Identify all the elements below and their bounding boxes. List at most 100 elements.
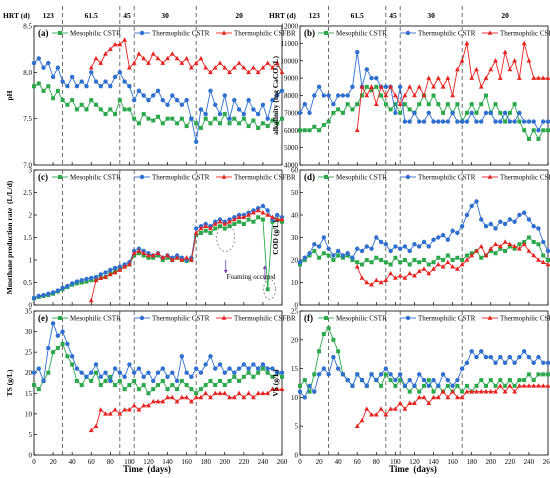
data-point — [426, 262, 431, 267]
data-point — [275, 93, 280, 98]
data-point — [241, 222, 246, 226]
data-point — [41, 65, 46, 70]
hrt-header-right: HRT (d) 123 61.5 45 30 20 — [269, 11, 509, 20]
data-point — [141, 250, 147, 256]
legend-marker — [324, 175, 328, 179]
data-point — [236, 214, 242, 220]
data-point — [374, 84, 379, 89]
data-point — [265, 370, 270, 375]
data-point — [84, 84, 89, 89]
data-point — [545, 75, 550, 80]
panel-label: (f) — [304, 313, 313, 323]
data-point — [388, 248, 393, 254]
data-point — [255, 390, 261, 396]
data-point — [464, 257, 470, 262]
annotation-ellipse — [263, 278, 276, 300]
data-point — [208, 378, 213, 383]
data-point — [108, 107, 113, 112]
y-tick-label: 1.5 — [23, 234, 32, 242]
data-point — [279, 370, 285, 375]
data-point — [312, 93, 317, 98]
data-point — [193, 60, 199, 65]
data-point — [112, 407, 118, 412]
x-tick-label: 0 — [32, 458, 36, 466]
data-point — [421, 119, 427, 124]
data-point — [402, 258, 407, 262]
data-point — [302, 101, 307, 107]
data-point — [345, 251, 350, 256]
data-point — [545, 383, 550, 388]
data-point — [146, 60, 151, 65]
data-point — [160, 121, 165, 126]
data-point — [169, 257, 175, 262]
data-point — [364, 383, 369, 389]
data-point — [521, 210, 527, 215]
y-tick-label: 2.5 — [23, 189, 32, 197]
data-point — [156, 383, 160, 388]
x-axis-titles: Time (days) Time (days) — [123, 464, 437, 474]
data-point — [407, 270, 413, 276]
y-tick-label: 11000 — [281, 40, 299, 48]
data-point — [407, 377, 412, 383]
data-point — [417, 244, 422, 249]
data-point — [450, 92, 456, 98]
data-point — [60, 341, 65, 346]
series-thermophilic-csfbr — [88, 386, 285, 433]
data-point — [89, 98, 94, 103]
data-point — [74, 84, 80, 89]
data-point — [479, 217, 484, 222]
data-point — [536, 128, 541, 133]
data-point — [392, 406, 398, 411]
data-point — [402, 92, 408, 98]
data-point — [326, 119, 331, 124]
data-point — [298, 383, 302, 388]
data-point — [217, 390, 223, 396]
data-point — [393, 102, 398, 107]
data-point — [65, 341, 70, 347]
data-point — [388, 84, 394, 89]
data-point — [502, 221, 508, 227]
data-point — [460, 389, 465, 394]
data-point — [246, 390, 252, 396]
data-point — [198, 387, 203, 392]
data-point — [488, 378, 493, 383]
data-point — [402, 244, 408, 249]
data-point — [412, 383, 417, 389]
data-point — [397, 84, 403, 90]
data-point — [326, 246, 331, 251]
data-point — [484, 93, 488, 98]
data-point — [208, 121, 213, 126]
data-point — [241, 362, 247, 367]
data-point — [60, 79, 65, 84]
data-point — [502, 49, 508, 54]
data-point — [84, 374, 89, 380]
data-point — [79, 79, 84, 84]
data-point — [151, 255, 156, 260]
data-point — [488, 249, 493, 253]
data-point — [237, 121, 242, 126]
data-point — [50, 290, 56, 295]
data-point — [41, 378, 46, 384]
panel-label: (c) — [38, 172, 48, 182]
data-point — [31, 296, 37, 301]
data-point — [170, 370, 175, 375]
hrt-header-left: HRT (d) 123 61.5 45 30 20 — [3, 11, 243, 20]
data-point — [474, 248, 479, 253]
data-point — [374, 255, 379, 260]
data-point — [222, 112, 227, 117]
data-point — [541, 372, 546, 377]
series-thermophilic-cstr — [31, 56, 285, 145]
data-point — [255, 69, 261, 75]
legend-marker — [221, 174, 227, 179]
hrt-period-label: 61.5 — [85, 11, 98, 20]
y-axis-title: VS (g/L) — [271, 369, 280, 397]
data-point — [126, 407, 132, 412]
data-point — [227, 116, 232, 121]
x-axis-title-left: Time (days) — [123, 464, 171, 474]
data-point — [184, 255, 190, 260]
data-point — [383, 102, 388, 107]
data-point — [517, 110, 522, 116]
x-tick-label: 140 — [428, 458, 439, 466]
data-point — [426, 270, 432, 276]
data-point — [445, 377, 451, 383]
